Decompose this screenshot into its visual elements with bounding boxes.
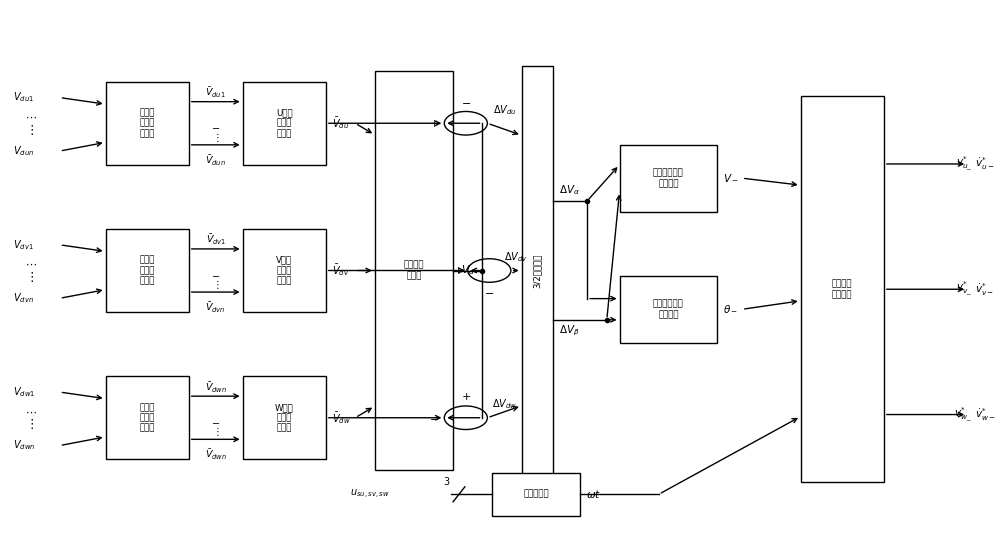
Text: $\Delta V_{dw}$: $\Delta V_{dw}$ — [492, 398, 517, 411]
Text: V相直
流侧电
压求和: V相直 流侧电 压求和 — [276, 255, 292, 286]
Text: $\vdots$: $\vdots$ — [212, 425, 219, 438]
Bar — [106, 376, 189, 459]
Text: 平均值计
算环节: 平均值计 算环节 — [404, 261, 424, 280]
Text: $\bar{V}_{du}$: $\bar{V}_{du}$ — [332, 115, 349, 131]
Text: $+$: $+$ — [461, 391, 471, 401]
Text: 直流侧
电压滤
波环节: 直流侧 电压滤 波环节 — [139, 108, 155, 138]
Text: $\vdots$: $\vdots$ — [25, 417, 34, 431]
Text: $\bar{V}_{dv}$: $\bar{V}_{dv}$ — [332, 262, 349, 279]
Bar — [106, 229, 189, 312]
Text: $-$: $-$ — [484, 287, 494, 296]
Text: $\bar{V}_{dwn}$: $\bar{V}_{dwn}$ — [205, 447, 227, 462]
Text: $\dot{v}_{u-}^{*}$: $\dot{v}_{u-}^{*}$ — [975, 156, 994, 173]
Text: $V_{dw1}$: $V_{dw1}$ — [13, 385, 35, 399]
Text: $\bar{V}_{du1}$: $\bar{V}_{du1}$ — [205, 85, 226, 100]
Text: $\cdots$: $\cdots$ — [25, 259, 37, 269]
Text: $\omega t$: $\omega t$ — [586, 489, 601, 500]
Text: $v_{w\_}^{*}$: $v_{w\_}^{*}$ — [954, 405, 972, 424]
Text: $\Delta V_{\beta}$: $\Delta V_{\beta}$ — [559, 324, 579, 338]
Text: $\theta_-$: $\theta_-$ — [723, 304, 738, 314]
Text: $-$: $-$ — [461, 97, 471, 107]
Text: $\bar{V}_{dun}$: $\bar{V}_{dun}$ — [205, 153, 226, 168]
Text: 负序电压
计算环节: 负序电压 计算环节 — [832, 280, 852, 299]
Text: $v_{v\_}^{*}$: $v_{v\_}^{*}$ — [956, 280, 972, 298]
Text: $V_{dvn}$: $V_{dvn}$ — [13, 292, 33, 305]
Text: $V_{dwn}$: $V_{dwn}$ — [13, 439, 35, 452]
Text: $\Delta V_{dv}$: $\Delta V_{dv}$ — [504, 250, 528, 264]
Text: 数字锁相环: 数字锁相环 — [524, 490, 549, 499]
Text: $V_-$: $V_-$ — [723, 173, 739, 183]
Text: $\vdots$: $\vdots$ — [25, 123, 34, 137]
Bar — [620, 144, 717, 212]
Bar — [492, 473, 580, 516]
Text: $-$: $-$ — [429, 413, 439, 423]
Text: $\Delta V_{\alpha}$: $\Delta V_{\alpha}$ — [559, 183, 580, 196]
Text: $\bar{V}_{dvn}$: $\bar{V}_{dvn}$ — [205, 300, 226, 315]
Bar — [243, 82, 326, 165]
Bar — [375, 71, 453, 470]
Bar — [620, 276, 717, 343]
Text: $\dot{v}_{w-}^{*}$: $\dot{v}_{w-}^{*}$ — [975, 406, 996, 423]
Text: 3/2坐标变换: 3/2坐标变换 — [533, 253, 542, 288]
Text: $V_{dv1}$: $V_{dv1}$ — [13, 238, 33, 252]
Text: $\cdots$: $\cdots$ — [25, 112, 37, 122]
Text: 直流侧
电压滤
波环节: 直流侧 电压滤 波环节 — [139, 403, 155, 433]
Text: $\dot{v}_{v-}^{*}$: $\dot{v}_{v-}^{*}$ — [975, 281, 994, 298]
Text: 直流侧
电压滤
波环节: 直流侧 电压滤 波环节 — [139, 255, 155, 286]
Text: $\vdots$: $\vdots$ — [25, 270, 34, 284]
Text: $v_{u\_}^{*}$: $v_{u\_}^{*}$ — [956, 155, 972, 173]
Text: $\bar{V}_{dwn}$: $\bar{V}_{dwn}$ — [205, 380, 227, 394]
Bar — [243, 229, 326, 312]
Text: 负序电压幅值
计算环节: 负序电压幅值 计算环节 — [653, 168, 684, 188]
Bar — [522, 65, 553, 476]
Bar — [801, 96, 884, 482]
Text: $+$: $+$ — [429, 118, 439, 129]
Text: $-$: $-$ — [211, 417, 220, 427]
Text: $V_{du1}$: $V_{du1}$ — [13, 91, 34, 104]
Text: $V_d$: $V_d$ — [461, 263, 475, 278]
Text: $-$: $-$ — [211, 269, 220, 280]
Text: U相直
流侧电
压求和: U相直 流侧电 压求和 — [276, 108, 293, 138]
Text: $\bar{V}_{dv1}$: $\bar{V}_{dv1}$ — [206, 233, 226, 247]
Text: $\vdots$: $\vdots$ — [212, 278, 219, 291]
Text: $3$: $3$ — [443, 475, 450, 487]
Bar — [106, 82, 189, 165]
Bar — [243, 376, 326, 459]
Text: $V_{dun}$: $V_{dun}$ — [13, 144, 34, 158]
Text: 负序电压相角
计算环节: 负序电压相角 计算环节 — [653, 300, 684, 319]
Text: $\bar{V}_{dw}$: $\bar{V}_{dw}$ — [332, 410, 350, 426]
Text: $u_{su,sv,sw}$: $u_{su,sv,sw}$ — [350, 488, 390, 501]
Text: $-$: $-$ — [211, 122, 220, 133]
Text: $\Delta V_{du}$: $\Delta V_{du}$ — [493, 103, 516, 117]
Text: $\cdots$: $\cdots$ — [25, 406, 37, 417]
Text: $\vdots$: $\vdots$ — [212, 131, 219, 144]
Text: W相直
流侧电
压求和: W相直 流侧电 压求和 — [275, 403, 294, 433]
Text: $+$: $+$ — [453, 265, 463, 276]
